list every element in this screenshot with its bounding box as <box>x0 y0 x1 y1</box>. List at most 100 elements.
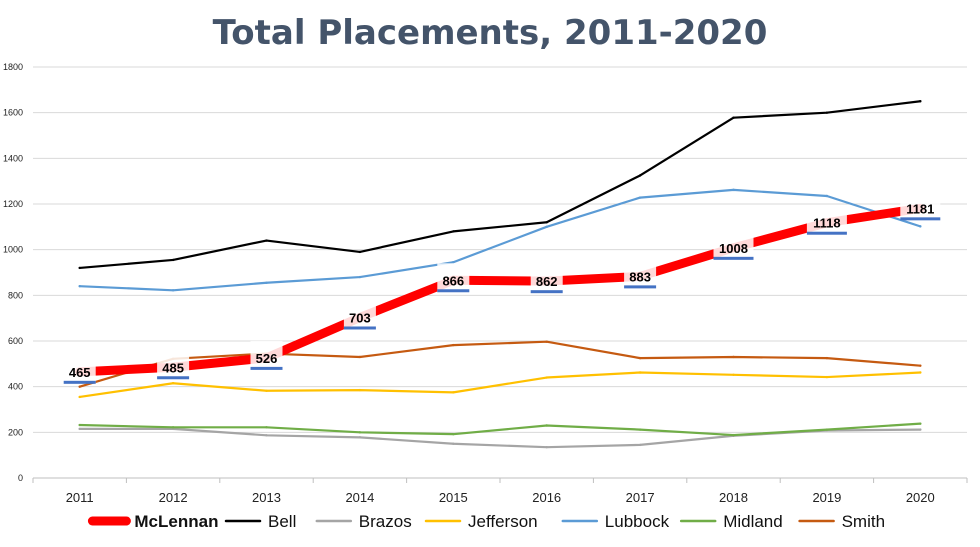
legend-label: McLennan <box>134 512 218 531</box>
series-line-jefferson <box>78 371 922 399</box>
data-label: 883 <box>624 259 657 289</box>
data-point-lubbock <box>358 275 362 279</box>
y-tick-label: 1400 <box>3 153 23 163</box>
data-label: 862 <box>530 264 563 294</box>
data-point-midland <box>825 428 829 431</box>
data-point-smith <box>825 356 829 360</box>
data-point-bell <box>78 266 81 270</box>
x-tick-label: 2014 <box>345 490 374 505</box>
legend-label: Midland <box>723 512 783 531</box>
legend-item-bell: Bell <box>224 512 296 531</box>
data-labels: 465 485 526 703 866 862 883 1008 1118 1181 <box>63 191 941 384</box>
legend-item-jefferson: Jefferson <box>424 512 538 531</box>
data-label: 526 <box>250 340 283 370</box>
x-tick-label: 2013 <box>252 490 281 505</box>
data-label-text: 526 <box>256 351 278 366</box>
data-point-midland <box>452 432 455 436</box>
legend: McLennan Bell Brazos Jefferson Lubbock Midlan… <box>87 512 885 531</box>
data-point-bell <box>358 250 362 254</box>
legend-item-mclennan: McLennan <box>87 512 218 531</box>
data-point-lubbock <box>919 225 922 228</box>
legend-item-midland: Midland <box>679 512 783 531</box>
data-label-box <box>900 191 941 220</box>
data-point-midland <box>638 428 642 431</box>
legend-item-smith: Smith <box>798 512 885 531</box>
data-label-underline <box>806 231 847 235</box>
x-tick-label: 2015 <box>439 490 468 505</box>
series-line-lubbock <box>78 188 922 292</box>
data-point-bell <box>732 116 735 119</box>
data-label-underline <box>437 289 470 293</box>
data-point-midland <box>265 426 268 429</box>
data-label-underline <box>343 326 376 330</box>
gridlines <box>33 66 967 479</box>
data-point-lubbock <box>265 281 268 284</box>
axes: 0 200 400 600 800 1000 1200 1400 1600 1800 2011 201… <box>3 62 968 505</box>
data-point-jefferson <box>358 388 362 392</box>
data-point-bell <box>825 111 829 114</box>
data-label: 703 <box>343 300 376 330</box>
data-label-text: 465 <box>69 365 91 380</box>
data-point-lubbock <box>78 285 81 288</box>
legend-item-brazos: Brazos <box>315 512 412 531</box>
data-point-bell <box>545 221 548 224</box>
data-label: 866 <box>437 263 470 293</box>
data-label: 1008 <box>713 230 754 260</box>
data-label: 1118 <box>806 205 847 235</box>
legend-label: Smith <box>842 512 885 531</box>
data-label-underline <box>157 376 190 380</box>
data-point-lubbock <box>732 188 735 192</box>
data-point-smith <box>732 355 735 359</box>
series-line-mclennan <box>75 203 925 377</box>
series-line-midland <box>78 422 922 437</box>
data-point-midland <box>78 423 81 427</box>
data-label-text: 1118 <box>813 216 841 231</box>
data-point-jefferson <box>171 382 175 385</box>
data-point-smith <box>452 343 455 347</box>
chart-title: Total Placements, 2011-2020 <box>213 13 768 53</box>
legend-label: Lubbock <box>605 512 670 531</box>
data-point-brazos <box>78 427 81 431</box>
data-label-box <box>530 264 563 293</box>
y-tick-label: 1000 <box>3 245 23 255</box>
data-label-text: 703 <box>349 310 371 325</box>
data-point-bell <box>265 239 268 242</box>
x-tick-label: 2016 <box>532 490 561 505</box>
data-point-lubbock <box>545 225 548 229</box>
data-label-box <box>624 259 657 288</box>
data-label-text: 862 <box>536 274 558 289</box>
data-point-smith <box>638 356 642 360</box>
series-lines <box>75 100 925 449</box>
data-point-brazos <box>545 445 548 449</box>
x-tick-label: 2011 <box>66 490 94 505</box>
data-point-midland <box>171 426 175 429</box>
data-point-bell <box>452 230 455 233</box>
y-tick-label: 600 <box>8 336 23 346</box>
data-point-lubbock <box>825 194 829 198</box>
series-line-smith <box>78 340 922 388</box>
data-point-midland <box>545 424 548 427</box>
data-label-text: 883 <box>629 269 651 284</box>
data-label-underline <box>900 217 941 221</box>
data-point-smith <box>78 385 81 388</box>
data-label-box <box>806 205 847 234</box>
data-label-text: 485 <box>162 360 184 375</box>
x-tick-label: 2019 <box>812 490 841 505</box>
y-tick-label: 1600 <box>3 108 23 118</box>
data-label-text: 1181 <box>906 201 934 216</box>
x-tick-label: 2018 <box>719 490 748 505</box>
data-point-brazos <box>265 434 268 437</box>
data-point-lubbock <box>638 196 642 199</box>
data-point-brazos <box>452 442 455 445</box>
y-tick-label: 0 <box>18 473 23 483</box>
data-point-lubbock <box>452 261 455 264</box>
data-point-jefferson <box>638 371 642 374</box>
x-tick-label: 2012 <box>159 490 188 505</box>
data-point-jefferson <box>825 375 829 379</box>
data-label: 1181 <box>900 191 941 221</box>
data-label-box <box>157 350 190 379</box>
data-label-box <box>437 263 470 292</box>
y-tick-label: 800 <box>8 290 23 300</box>
data-point-jefferson <box>545 376 548 379</box>
data-point-smith <box>545 340 548 343</box>
